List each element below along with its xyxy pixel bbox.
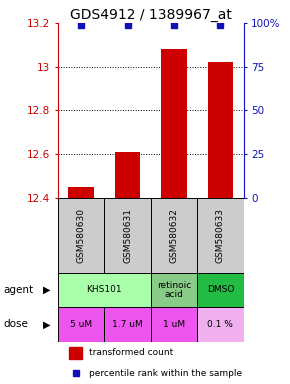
Text: agent: agent: [3, 285, 33, 295]
Text: 1.7 uM: 1.7 uM: [112, 320, 143, 329]
Text: GSM580631: GSM580631: [123, 208, 132, 263]
Bar: [68, 187, 94, 198]
Text: dose: dose: [3, 319, 28, 329]
Bar: [58, 273, 151, 307]
Text: transformed count: transformed count: [88, 348, 173, 358]
Bar: [161, 49, 187, 198]
Bar: [58, 198, 104, 273]
Text: ▶: ▶: [43, 285, 50, 295]
Text: DMSO: DMSO: [207, 285, 234, 295]
Bar: [197, 198, 244, 273]
Text: 0.1 %: 0.1 %: [207, 320, 233, 329]
Bar: [58, 307, 104, 342]
Text: ▶: ▶: [43, 319, 50, 329]
Bar: [104, 198, 151, 273]
Text: GSM580632: GSM580632: [169, 208, 179, 263]
Bar: [197, 273, 244, 307]
Text: 5 uM: 5 uM: [70, 320, 92, 329]
Bar: [208, 62, 233, 198]
Text: KHS101: KHS101: [87, 285, 122, 295]
Bar: [151, 307, 197, 342]
Text: 1 uM: 1 uM: [163, 320, 185, 329]
Text: percentile rank within the sample: percentile rank within the sample: [88, 369, 242, 378]
Bar: [151, 273, 197, 307]
Bar: [104, 307, 151, 342]
Title: GDS4912 / 1389967_at: GDS4912 / 1389967_at: [70, 8, 232, 22]
Bar: [151, 198, 197, 273]
Bar: [197, 307, 244, 342]
Bar: [69, 347, 82, 359]
Text: retinoic
acid: retinoic acid: [157, 281, 191, 299]
Text: GSM580630: GSM580630: [77, 208, 86, 263]
Bar: [115, 152, 140, 198]
Text: GSM580633: GSM580633: [216, 208, 225, 263]
